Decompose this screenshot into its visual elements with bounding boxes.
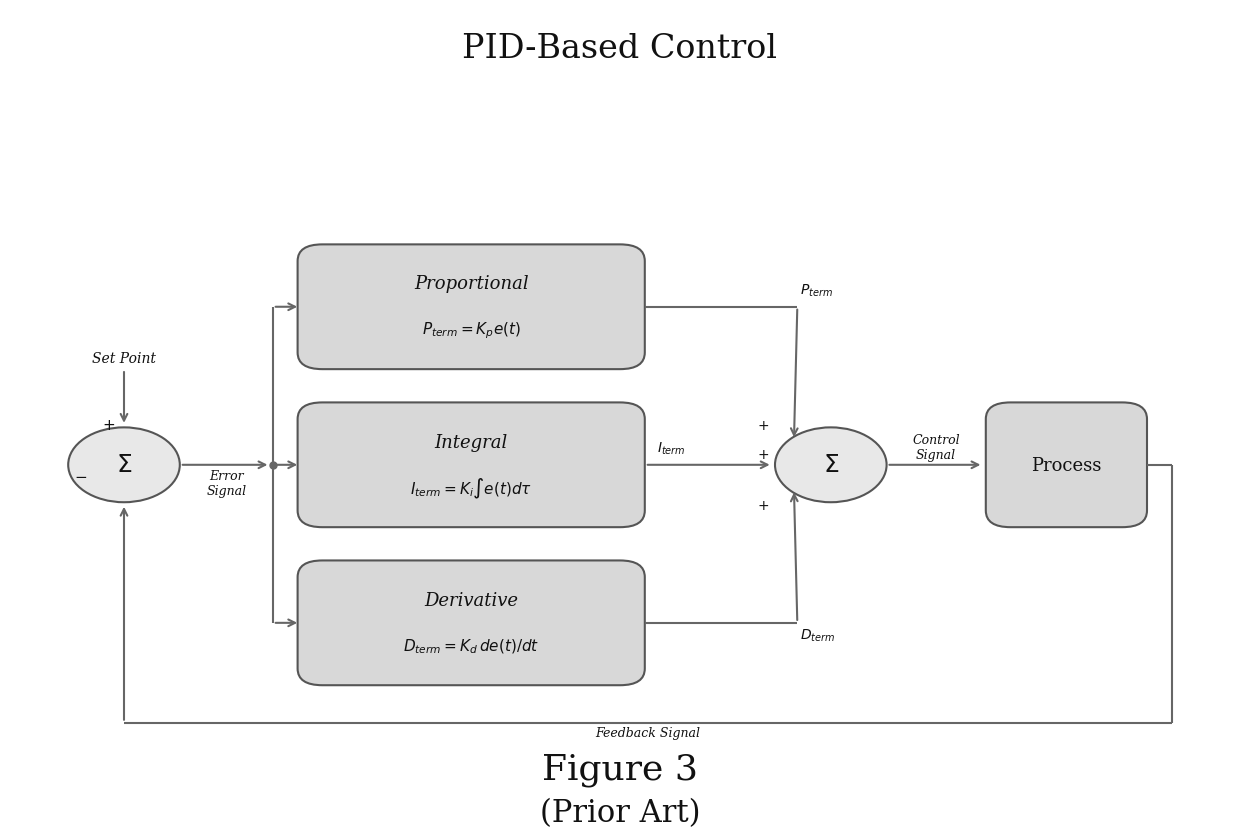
Text: Error
Signal: Error Signal [206,469,247,497]
FancyBboxPatch shape [298,245,645,370]
Text: Feedback Signal: Feedback Signal [595,726,701,739]
Text: $\Sigma$: $\Sigma$ [822,454,839,477]
Text: −: − [74,469,87,484]
FancyBboxPatch shape [298,403,645,528]
Text: $D_{term} = K_d\, de(t)/dt$: $D_{term} = K_d\, de(t)/dt$ [403,637,539,655]
FancyBboxPatch shape [986,403,1147,528]
Text: Figure 3: Figure 3 [542,752,698,786]
Circle shape [68,428,180,502]
Text: $D_{term}$: $D_{term}$ [800,627,836,644]
Text: Integral: Integral [434,433,508,451]
Text: +: + [758,447,769,461]
FancyBboxPatch shape [298,561,645,686]
Text: (Prior Art): (Prior Art) [539,798,701,828]
Text: Derivative: Derivative [424,591,518,609]
Text: $I_{term} = K_i \int e(t)d\tau$: $I_{term} = K_i \int e(t)d\tau$ [410,477,532,501]
Text: Proportional: Proportional [414,275,528,293]
Text: Control
Signal: Control Signal [913,433,960,461]
Text: +: + [758,418,769,432]
Text: PID-Based Control: PID-Based Control [463,33,777,65]
Text: +: + [103,417,115,432]
Text: $\Sigma$: $\Sigma$ [115,454,133,477]
Text: $I_{term}$: $I_{term}$ [657,441,686,457]
Text: Process: Process [1032,456,1101,474]
Text: $P_{term}$: $P_{term}$ [800,283,833,299]
Text: Set Point: Set Point [92,352,156,365]
Text: $P_{term} = K_p e(t)$: $P_{term} = K_p e(t)$ [422,320,521,341]
Circle shape [775,428,887,502]
Text: +: + [758,498,769,512]
